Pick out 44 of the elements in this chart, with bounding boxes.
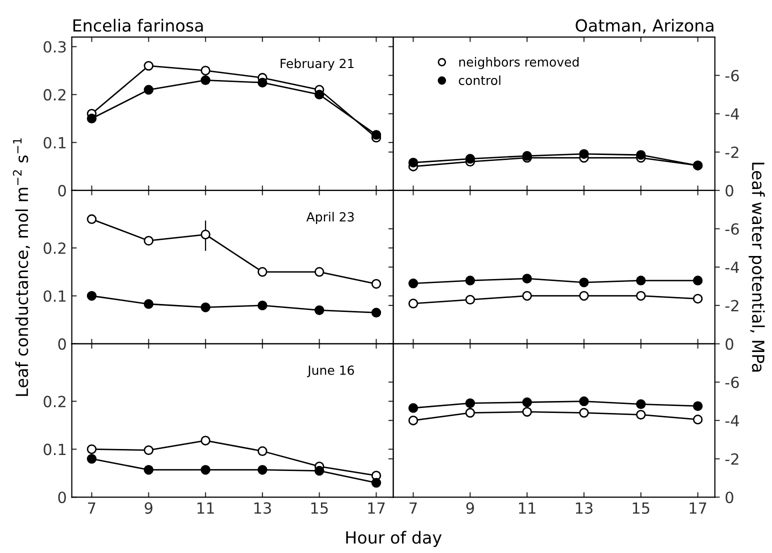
y-tick-label: -2 (725, 300, 738, 312)
x-tick-label: 9 (144, 502, 152, 514)
y-tick-label: 0.2 (44, 89, 66, 101)
x-tick-label: 13 (576, 502, 592, 514)
x-axis-title: Hour of day (346, 530, 442, 548)
y-tick-label: -6 (725, 376, 739, 388)
x-tick-label: 11 (197, 502, 214, 514)
y-tick-label: -4 (725, 108, 739, 120)
y-tick-label: 0 (726, 184, 734, 196)
legend-label: control (458, 75, 500, 86)
annotation: June 16 (307, 365, 354, 378)
legend-label: neighbors removed (459, 57, 579, 70)
x-tick-label: 7 (410, 502, 417, 514)
y-tick-label: -6 (725, 70, 739, 82)
annotation: February 21 (280, 58, 354, 71)
x-tick-label: 15 (311, 502, 328, 514)
y-tick-label: -4 (725, 415, 739, 426)
y-tick-label: 0.2 (44, 396, 66, 408)
chart-title: Encelia farinosa (73, 18, 203, 32)
x-tick-label: 9 (466, 502, 474, 514)
y-tick-label: 0.1 (44, 290, 66, 302)
y-tick-label: 0 (726, 492, 734, 504)
y-tick-label: -4 (725, 262, 739, 273)
y-axis-title: Leaf water potential, MPa (748, 162, 765, 372)
y-tick-label: 0.1 (44, 136, 66, 149)
y-tick-label: 0.2 (44, 242, 66, 254)
x-tick-label: 17 (368, 502, 385, 514)
y-tick-label: -6 (725, 223, 739, 235)
y-tick-label: -2 (725, 146, 738, 158)
x-tick-label: 7 (88, 502, 96, 514)
x-tick-label: 17 (690, 502, 706, 514)
y-tick-label: 0 (58, 184, 66, 196)
y-tick-label: 0.3 (44, 41, 66, 53)
x-tick-label: 13 (254, 502, 271, 514)
y-tick-label: 0 (726, 338, 734, 350)
y-tick-label: -2 (725, 453, 738, 465)
y-tick-label: 0 (58, 492, 66, 504)
y-tick-label: 0 (58, 338, 66, 350)
y-axis-title: Leaf conductance, mol m$^{−2}$ s$^{−1}$ (12, 138, 30, 396)
y-tick-label: 0.1 (44, 444, 66, 456)
x-tick-label: 15 (632, 502, 650, 514)
annotation: April 23 (306, 212, 354, 224)
x-tick-label: 11 (519, 502, 536, 514)
chart-title: Oatman, Arizona (576, 18, 714, 34)
